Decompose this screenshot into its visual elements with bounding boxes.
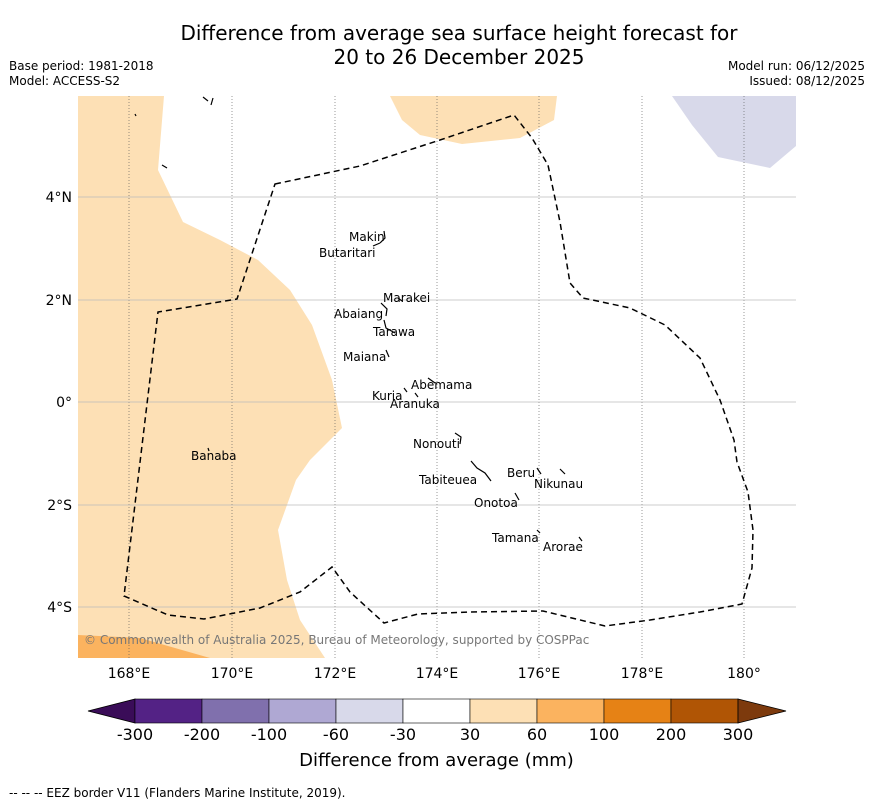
colorbar-segment <box>536 698 605 724</box>
lat-tick-label: 4°N <box>46 190 72 206</box>
place-label: Arorae <box>543 540 583 554</box>
island-maiana <box>385 349 390 358</box>
eez-footnote: -- -- -- EEZ border V11 (Flanders Marine… <box>9 786 346 800</box>
lat-tick-label: 2°S <box>47 498 72 514</box>
longitude-ticks: 168°E 170°E 172°E 174°E 176°E 178°E 180° <box>108 666 761 682</box>
island-marks <box>134 96 583 542</box>
lon-tick-label: 174°E <box>416 666 459 682</box>
colorbar-tick-label: 100 <box>588 725 620 744</box>
island-tabiteuea <box>470 460 492 482</box>
island-marakei <box>397 297 403 302</box>
island-north-3 <box>134 113 137 117</box>
island-onotoa <box>514 492 520 501</box>
anomaly-region-north <box>390 96 557 144</box>
island-north-4 <box>161 164 168 169</box>
colorbar-tick-label: -60 <box>322 725 350 744</box>
place-label: Nikunau <box>534 477 583 491</box>
colorbar-extend-low <box>87 698 136 724</box>
island-tamana <box>536 529 541 534</box>
colorbar-extend-high <box>737 698 787 724</box>
colorbar-tick-label: -100 <box>250 725 288 744</box>
colorbar-segment <box>268 698 337 724</box>
island-makin <box>379 230 386 244</box>
colorbar-tick-label: 200 <box>655 725 687 744</box>
colorbar-tick-label: -30 <box>389 725 417 744</box>
base-period: Base period: 1981-2018 <box>9 59 154 73</box>
place-label: Butaritari <box>319 246 376 260</box>
place-label: Abemama <box>411 378 472 392</box>
anomaly-region-northeast <box>672 96 796 168</box>
lat-tick-label: 0° <box>56 395 72 411</box>
colorbar-tick-label: -300 <box>116 725 154 744</box>
island-north-2 <box>210 97 214 106</box>
colorbar-segment <box>670 698 739 724</box>
latitude-ticks: 4°N 2°N 0° 2°S 4°S <box>46 190 73 616</box>
anomaly-region-west <box>78 96 342 658</box>
place-label: Beru <box>507 466 535 480</box>
anomaly-region-southwest <box>78 635 210 658</box>
place-label: Kuria <box>372 389 403 403</box>
copyright-text: © Commonwealth of Australia 2025, Bureau… <box>84 633 589 647</box>
eez-border <box>123 114 754 627</box>
colorbar-segment <box>603 698 672 724</box>
island-nonouti <box>454 432 462 445</box>
place-label: Tamana <box>491 531 539 545</box>
place-label: Nonouti <box>413 437 460 451</box>
colorbar-title: Difference from average (mm) <box>299 750 574 771</box>
place-label: Tabiteuea <box>418 473 477 487</box>
colorbar-segment <box>201 698 270 724</box>
place-label: Onotoa <box>474 496 518 510</box>
colorbar <box>87 698 787 724</box>
lon-tick-label: 170°E <box>211 666 254 682</box>
place-label: Banaba <box>191 449 237 463</box>
place-label: Maiana <box>343 350 386 364</box>
place-label: Aranuka <box>390 397 440 411</box>
colorbar-segment <box>134 698 203 724</box>
place-label: Abaiang <box>334 307 383 321</box>
island-arorae <box>578 536 583 542</box>
lon-tick-label: 176°E <box>518 666 561 682</box>
model-run: Model run: 06/12/2025 <box>727 59 865 73</box>
lon-tick-label: 168°E <box>108 666 151 682</box>
chart-title: Difference from average sea surface heig… <box>0 21 873 69</box>
colorbar-tick-label: -200 <box>183 725 221 744</box>
colorbar-tick-label: 300 <box>722 725 754 744</box>
meta-right: Model run: 06/12/2025 Issued: 08/12/2025 <box>728 59 865 89</box>
island-kuria <box>403 387 408 393</box>
model-name: Model: ACCESS-S2 <box>9 74 121 88</box>
island-nikunau <box>559 468 566 475</box>
island-aranuka <box>414 392 419 398</box>
lon-tick-label: 178°E <box>621 666 664 682</box>
island-banaba <box>207 447 210 452</box>
lon-tick-label: 172°E <box>314 666 357 682</box>
island-beru <box>536 467 542 475</box>
lat-tick-label: 2°N <box>46 293 72 309</box>
colorbar-segment <box>402 698 471 724</box>
lon-tick-label: 180° <box>727 666 761 682</box>
issued-date: Issued: 08/12/2025 <box>749 74 865 88</box>
title-line-2: 20 to 26 December 2025 <box>333 45 585 69</box>
colorbar-segment <box>335 698 404 724</box>
place-label: Tarawa <box>372 325 415 339</box>
meta-left: Base period: 1981-2018 Model: ACCESS-S2 <box>9 59 154 89</box>
island-abaiang <box>380 302 388 317</box>
colorbar-segment <box>469 698 538 724</box>
island-tarawa <box>383 319 396 334</box>
colorbar-tick-label: 30 <box>459 725 481 744</box>
lat-tick-label: 4°S <box>47 600 72 616</box>
island-butaritari <box>372 242 381 247</box>
place-label: Marakei <box>383 291 430 305</box>
title-line-1: Difference from average sea surface heig… <box>180 21 738 45</box>
gridlines <box>78 96 796 658</box>
island-abemama <box>427 377 436 384</box>
colorbar-tick-label: 60 <box>526 725 548 744</box>
place-label: Makin <box>349 230 385 244</box>
island-north-1 <box>202 96 209 102</box>
